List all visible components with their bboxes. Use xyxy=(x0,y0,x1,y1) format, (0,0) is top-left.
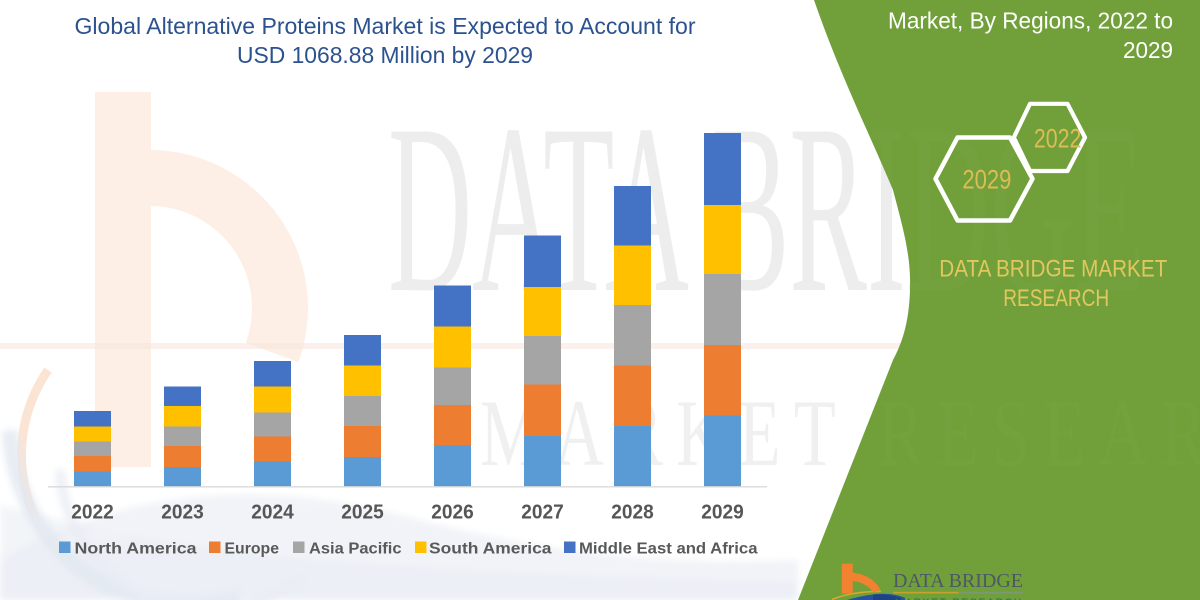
svg-text:DATA BRIDGE MARKET: DATA BRIDGE MARKET xyxy=(939,256,1167,283)
svg-text:2029: 2029 xyxy=(962,165,1011,195)
svg-text:2027: 2027 xyxy=(521,501,564,523)
svg-text:2025: 2025 xyxy=(341,501,384,523)
svg-text:MARKET RESEARCH: MARKET RESEARCH xyxy=(895,597,1023,600)
svg-text:Market, By Regions, 2022 to: Market, By Regions, 2022 to xyxy=(888,7,1173,33)
svg-text:2028: 2028 xyxy=(611,501,654,523)
svg-text:2024: 2024 xyxy=(251,501,294,523)
svg-text:2023: 2023 xyxy=(161,501,204,523)
svg-text:2029: 2029 xyxy=(701,501,744,523)
svg-text:RESEARCH: RESEARCH xyxy=(1003,285,1109,312)
svg-text:USD 1068.88 Million by 2029: USD 1068.88 Million by 2029 xyxy=(237,42,533,68)
svg-text:2026: 2026 xyxy=(431,501,474,523)
svg-text:South America: South America xyxy=(429,541,552,558)
svg-text:2022: 2022 xyxy=(71,501,114,523)
svg-text:Asia Pacific: Asia Pacific xyxy=(309,541,402,558)
svg-text:North America: North America xyxy=(75,541,197,558)
svg-text:Europe: Europe xyxy=(225,541,280,558)
svg-text:2029: 2029 xyxy=(1123,37,1173,63)
svg-text:Global Alternative Proteins Ma: Global Alternative Proteins Market is Ex… xyxy=(75,13,696,39)
svg-text:2022: 2022 xyxy=(1034,123,1082,153)
svg-text:DATA BRIDGE: DATA BRIDGE xyxy=(893,571,1023,592)
svg-text:Middle East and Africa: Middle East and Africa xyxy=(579,541,758,558)
